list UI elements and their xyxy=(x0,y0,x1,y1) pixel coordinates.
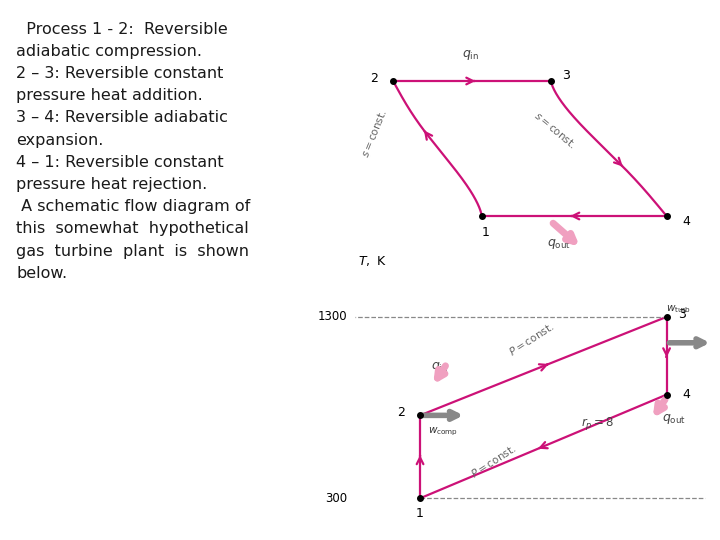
Text: 3: 3 xyxy=(562,69,570,82)
Text: $P = \mathrm{const.}$: $P = \mathrm{const.}$ xyxy=(507,320,557,358)
Text: $r_p = 8$: $r_p = 8$ xyxy=(580,415,614,432)
Text: $w_\mathrm{comp}$: $w_\mathrm{comp}$ xyxy=(428,426,458,438)
Text: $s = \mathrm{const.}$: $s = \mathrm{const.}$ xyxy=(359,107,389,159)
Text: $q_\mathrm{in}$: $q_\mathrm{in}$ xyxy=(462,48,479,62)
Text: 1300: 1300 xyxy=(318,310,347,323)
Text: 300: 300 xyxy=(325,492,347,505)
Text: $q_\mathrm{in}$: $q_\mathrm{in}$ xyxy=(431,360,448,374)
Text: 2: 2 xyxy=(397,406,405,419)
Text: $q_\mathrm{out}$: $q_\mathrm{out}$ xyxy=(546,237,571,251)
Text: 1: 1 xyxy=(482,226,490,239)
Text: $s = \mathrm{const.}$: $s = \mathrm{const.}$ xyxy=(531,109,578,151)
Text: 4: 4 xyxy=(682,215,690,228)
Text: $T,\ \mathrm{K}$: $T,\ \mathrm{K}$ xyxy=(359,254,387,268)
Text: $q_\mathrm{out}$: $q_\mathrm{out}$ xyxy=(662,411,686,426)
Text: 3: 3 xyxy=(678,308,686,321)
Text: 2: 2 xyxy=(370,72,378,85)
Text: $P = \mathrm{const.}$: $P = \mathrm{const.}$ xyxy=(469,442,518,480)
Text: $w_\mathrm{turb}$: $w_\mathrm{turb}$ xyxy=(665,303,690,315)
Text: Process 1 - 2:  Reversible
adiabatic compression.
2 – 3: Reversible constant
pre: Process 1 - 2: Reversible adiabatic comp… xyxy=(17,22,251,281)
Text: 4: 4 xyxy=(682,388,690,401)
Text: 1: 1 xyxy=(416,508,424,521)
